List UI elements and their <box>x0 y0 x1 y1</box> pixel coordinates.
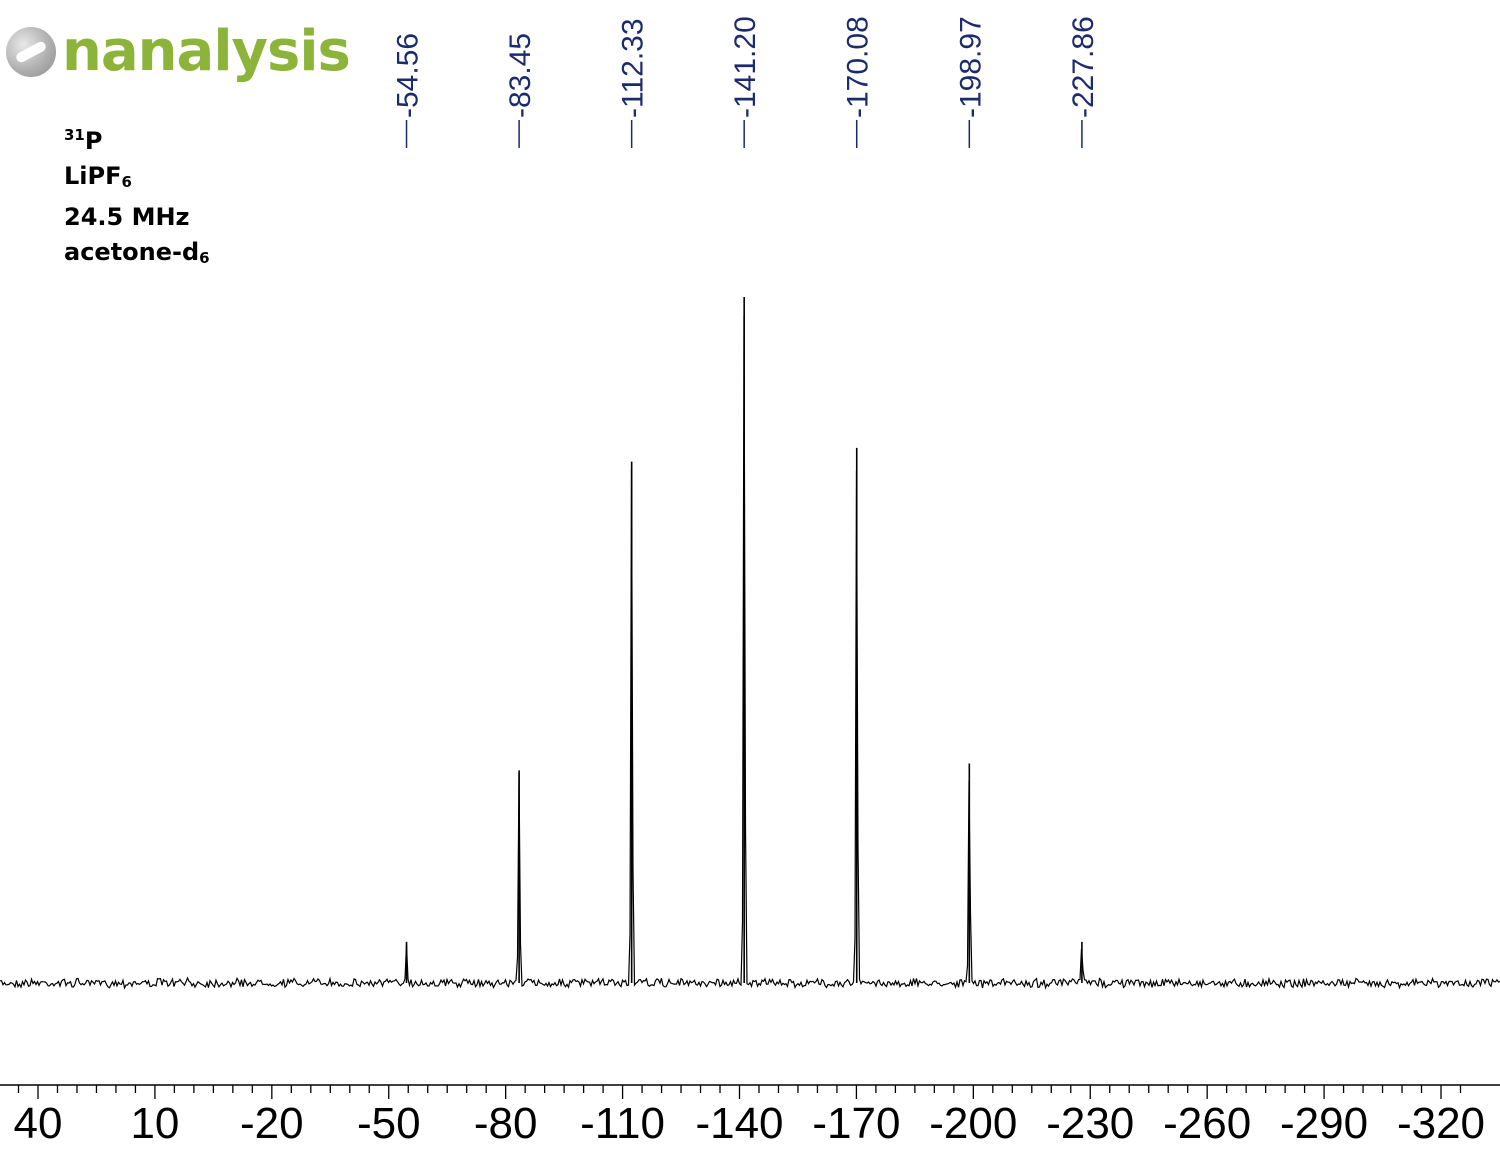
x-tick-label: -50 <box>357 1099 421 1148</box>
solvent-subscript: 6 <box>199 249 210 267</box>
peak-label-2: -83.45 <box>504 33 537 118</box>
solvent-main: acetone-d <box>64 238 200 266</box>
nanalysis-logo: nanalysis <box>6 19 351 84</box>
logo-wordmark: nanalysis <box>62 19 351 84</box>
x-tick-label: -230 <box>1046 1099 1134 1148</box>
nucleus-label: 31P <box>64 118 210 159</box>
spectrum-trace <box>0 315 1500 990</box>
x-tick-label: -290 <box>1280 1099 1368 1148</box>
x-tick-label: -140 <box>695 1099 783 1148</box>
peak-label-text: -83.45 <box>504 33 537 118</box>
peak-label-5: -170.08 <box>842 16 875 118</box>
nucleus-symbol: P <box>84 127 103 155</box>
x-tick-label: -80 <box>474 1099 538 1148</box>
frequency-label: 24.5 MHz <box>64 203 190 231</box>
x-tick-label: -260 <box>1163 1099 1251 1148</box>
x-axis: 40 10 -20 -50 -80 -110 -140 -170 -200 -230 -260 -29… <box>0 1084 1500 1148</box>
peak-label-4: -141.20 <box>729 16 762 118</box>
peak-label-text: -112.33 <box>617 18 650 118</box>
spectrum-parameters: 31P LiPF6 24.5 MHz acetone-d6 <box>64 118 210 276</box>
peak-label-text: -198.97 <box>954 16 987 118</box>
peak-label-6: -198.97 <box>954 16 987 118</box>
peak-labels: -54.56 -83.45 -112.33 -141.20 -170.08 -198.97… <box>392 16 1100 148</box>
peak-label-3: -112.33 <box>617 18 650 118</box>
x-tick-label: 40 <box>14 1099 63 1148</box>
x-tick-label: -20 <box>240 1099 304 1148</box>
peak-label-text: -54.56 <box>392 33 425 118</box>
x-tick-label: -320 <box>1397 1099 1485 1148</box>
trace-layer <box>0 297 1500 990</box>
compound-main: LiPF <box>64 162 122 190</box>
peak-label-1: -54.56 <box>392 33 425 118</box>
peak-label-7: -227.86 <box>1067 16 1100 118</box>
x-tick-label: -200 <box>929 1099 1017 1148</box>
peak-label-text: -170.08 <box>842 16 875 118</box>
x-tick-label: -110 <box>580 1099 665 1148</box>
solvent-label: acetone-d6 <box>64 235 210 276</box>
x-tick-label: 10 <box>130 1099 179 1148</box>
compound-subscript: 6 <box>121 173 132 191</box>
compound-label: LiPF6 <box>64 159 210 200</box>
nucleus-mass: 31 <box>64 126 85 144</box>
x-tick-label: -170 <box>812 1099 900 1148</box>
peak-label-text: -141.20 <box>729 16 762 118</box>
nanalysis-logo-mark-icon <box>6 27 56 77</box>
peak-label-text: -227.86 <box>1067 16 1100 118</box>
